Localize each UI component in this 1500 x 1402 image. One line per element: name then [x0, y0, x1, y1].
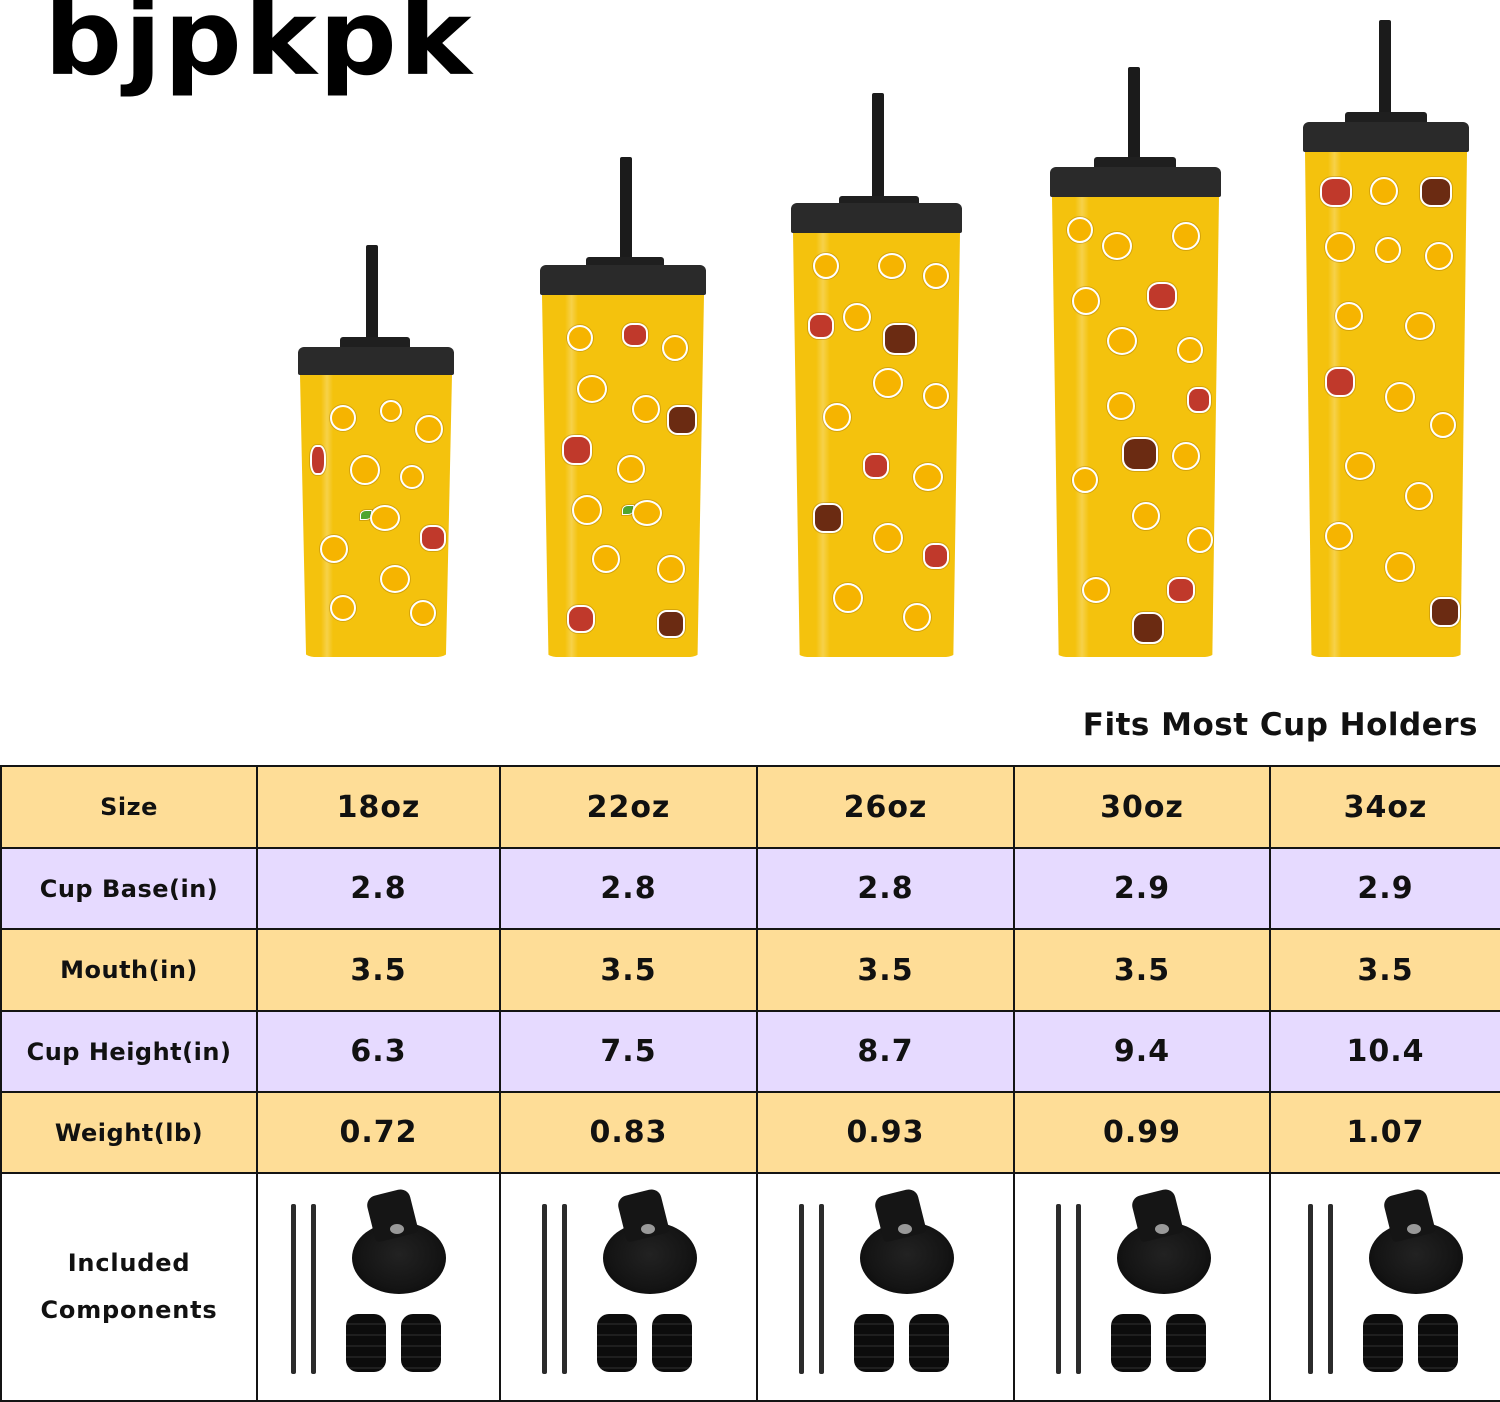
components-label-line1: Included [67, 1249, 191, 1277]
value-cell: 6.3 [256, 1010, 501, 1093]
components-image [758, 1174, 1013, 1400]
value-cell: 3.5 [499, 928, 758, 1012]
straw-icon [291, 1204, 296, 1374]
plug-icon [597, 1314, 637, 1372]
straw-icon [1328, 1204, 1333, 1374]
row-label: Mouth(in) [0, 928, 258, 1012]
straw-icon [620, 157, 632, 272]
straw-icon [1308, 1204, 1313, 1374]
table-row-mouth: Mouth(in) 3.5 3.5 3.5 3.5 3.5 [0, 928, 1500, 1012]
value-cell: 0.99 [1013, 1091, 1271, 1174]
lid [298, 347, 454, 375]
lid-vent-icon [1407, 1224, 1421, 1234]
plug-icon [652, 1314, 692, 1372]
straw-icon [1056, 1204, 1061, 1374]
tumbler-image-22oz [538, 157, 708, 660]
table-row-weight: Weight(lb) 0.72 0.83 0.93 0.99 1.07 [0, 1091, 1500, 1174]
lid [540, 265, 706, 295]
value-cell: 8.7 [756, 1010, 1015, 1093]
value-cell: 3.5 [1269, 928, 1500, 1012]
spec-table: Size 18oz 22oz 26oz 30oz 34oz Cup Base(i… [0, 765, 1500, 1402]
fits-cup-holders-caption: Fits Most Cup Holders [1082, 707, 1478, 743]
value-cell: 0.93 [756, 1091, 1015, 1174]
lid-vent-icon [1155, 1224, 1169, 1234]
components-cell [1269, 1172, 1500, 1402]
plug-icon [854, 1314, 894, 1372]
straw-icon [819, 1204, 824, 1374]
lid [791, 203, 962, 233]
lid-vent-icon [641, 1224, 655, 1234]
lid-vent-icon [898, 1224, 912, 1234]
lid [1050, 167, 1221, 197]
tumbler-image-18oz [296, 245, 456, 660]
plug-icon [1111, 1314, 1151, 1372]
components-image [258, 1174, 499, 1400]
plug-icon [1166, 1314, 1206, 1372]
tumbler-body [1305, 152, 1467, 657]
lid [1303, 122, 1469, 152]
tumbler-image-26oz [789, 93, 964, 660]
tumbler-body [300, 375, 452, 657]
size-cell: 26oz [756, 765, 1015, 849]
row-label: Cup Base(in) [0, 847, 258, 930]
components-cell [256, 1172, 501, 1402]
value-cell: 0.83 [499, 1091, 758, 1174]
row-label: Included Components [0, 1172, 258, 1402]
value-cell: 2.9 [1269, 847, 1500, 930]
size-cell: 18oz [256, 765, 501, 849]
tumbler-lineup [0, 0, 1500, 700]
row-label: Size [0, 765, 258, 849]
value-cell: 3.5 [756, 928, 1015, 1012]
brand-logo: bjpkpk [44, 0, 474, 99]
size-cell: 22oz [499, 765, 758, 849]
plug-icon [401, 1314, 441, 1372]
size-cell: 30oz [1013, 765, 1271, 849]
straw-icon [799, 1204, 804, 1374]
value-cell: 3.5 [256, 928, 501, 1012]
tumbler-image-34oz [1301, 20, 1471, 660]
plug-icon [346, 1314, 386, 1372]
tumbler-image-30oz [1048, 67, 1223, 660]
components-cell [499, 1172, 758, 1402]
value-cell: 2.9 [1013, 847, 1271, 930]
components-image [1271, 1174, 1500, 1400]
table-row-cup-height: Cup Height(in) 6.3 7.5 8.7 9.4 10.4 [0, 1010, 1500, 1093]
table-row-components: Included Components [0, 1172, 1500, 1402]
value-cell: 9.4 [1013, 1010, 1271, 1093]
value-cell: 10.4 [1269, 1010, 1500, 1093]
plug-icon [1363, 1314, 1403, 1372]
components-cell [1013, 1172, 1271, 1402]
plug-icon [1418, 1314, 1458, 1372]
size-cell: 34oz [1269, 765, 1500, 849]
value-cell: 1.07 [1269, 1091, 1500, 1174]
tumbler-body [1052, 197, 1219, 657]
value-cell: 0.72 [256, 1091, 501, 1174]
straw-icon [311, 1204, 316, 1374]
straw-icon [1076, 1204, 1081, 1374]
value-cell: 2.8 [756, 847, 1015, 930]
components-cell [756, 1172, 1015, 1402]
components-image [501, 1174, 756, 1400]
components-image [1015, 1174, 1269, 1400]
value-cell: 2.8 [499, 847, 758, 930]
components-label-line2: Components [40, 1296, 218, 1324]
straw-icon [366, 245, 378, 350]
lid-vent-icon [390, 1224, 404, 1234]
tumbler-body [793, 233, 960, 657]
table-row-cup-base: Cup Base(in) 2.8 2.8 2.8 2.9 2.9 [0, 847, 1500, 930]
straw-icon [562, 1204, 567, 1374]
tumbler-body [542, 295, 704, 657]
row-label: Weight(lb) [0, 1091, 258, 1174]
value-cell: 7.5 [499, 1010, 758, 1093]
straw-icon [872, 93, 884, 215]
value-cell: 2.8 [256, 847, 501, 930]
value-cell: 3.5 [1013, 928, 1271, 1012]
straw-icon [542, 1204, 547, 1374]
table-row-size: Size 18oz 22oz 26oz 30oz 34oz [0, 765, 1500, 849]
plug-icon [909, 1314, 949, 1372]
row-label: Cup Height(in) [0, 1010, 258, 1093]
